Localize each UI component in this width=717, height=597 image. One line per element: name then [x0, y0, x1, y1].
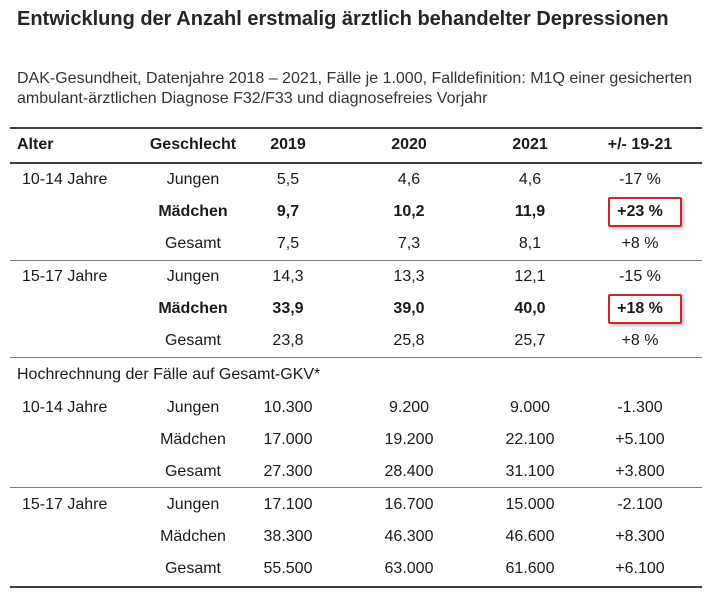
value-2019-cell: 14,3 — [272, 268, 304, 285]
table-row: 15-17 Jahre Jungen 14,3 13,3 12,1 -15 % — [0, 261, 717, 293]
header-2021: 2021 — [512, 136, 548, 153]
table-row: Gesamt 27.300 28.400 31.100 +3.800 — [0, 456, 717, 488]
value-2020-cell: 39,0 — [393, 300, 425, 317]
value-2019-cell: 33,9 — [272, 300, 304, 317]
value-2019-cell: 55.500 — [263, 560, 313, 577]
table-row: Gesamt 7,5 7,3 8,1 +8 % — [0, 228, 717, 260]
header-2020: 2020 — [391, 136, 427, 153]
value-2021-cell: 11,9 — [514, 203, 546, 220]
sex-cell: Gesamt — [164, 332, 221, 349]
value-2020-cell: 63.000 — [384, 560, 434, 577]
header-bottom-rule — [10, 162, 702, 164]
value-2020-cell: 7,3 — [397, 235, 421, 252]
header-top-rule — [10, 127, 702, 129]
sex-cell: Mädchen — [160, 431, 226, 448]
sex-cell: Mädchen — [160, 528, 226, 545]
header-age: Alter — [17, 136, 54, 153]
sex-cell: Mädchen — [158, 300, 228, 317]
value-2021-cell: 46.600 — [505, 528, 555, 545]
table-header: Alter Geschlecht 2019 2020 2021 +/- 19-2… — [0, 126, 717, 164]
page-subtitle: DAK-Gesundheit, Datenjahre 2018 – 2021, … — [17, 70, 693, 107]
value-2021-cell: 61.600 — [505, 560, 555, 577]
sex-cell: Mädchen — [158, 203, 228, 220]
value-2021-cell: 9.000 — [509, 399, 551, 416]
value-2019-cell: 10.300 — [263, 399, 313, 416]
value-2021-cell: 25,7 — [514, 332, 546, 349]
value-2020-cell: 46.300 — [384, 528, 434, 545]
header-2019: 2019 — [270, 136, 306, 153]
change-cell: -1.300 — [617, 399, 663, 416]
value-2020-cell: 9.200 — [388, 399, 430, 416]
age-group-label: 15-17 Jahre — [22, 496, 108, 513]
page-title: Entwicklung der Anzahl erstmalig ärztlic… — [17, 8, 669, 30]
value-2020-cell: 16.700 — [384, 496, 434, 513]
change-cell: +6.100 — [615, 560, 665, 577]
sex-cell: Jungen — [166, 399, 220, 416]
table-row: Gesamt 23,8 25,8 25,7 +8 % — [0, 325, 717, 357]
change-cell: +18 % — [617, 300, 663, 317]
sex-cell: Gesamt — [164, 235, 221, 252]
sex-cell: Jungen — [166, 171, 220, 188]
value-2021-cell: 15.000 — [505, 496, 555, 513]
value-2019-cell: 9,7 — [276, 203, 300, 220]
table-row: 10-14 Jahre Jungen 5,5 4,6 4,6 -17 % — [0, 164, 717, 196]
value-2019-cell: 38.300 — [263, 528, 313, 545]
value-2020-cell: 19.200 — [384, 431, 434, 448]
value-2020-cell: 25,8 — [393, 332, 425, 349]
sex-cell: Gesamt — [164, 560, 221, 577]
group-divider — [10, 357, 702, 358]
group-divider — [10, 260, 702, 261]
value-2020-cell: 10,2 — [393, 203, 425, 220]
table-row: Mädchen 9,7 10,2 11,9 +23 % — [0, 196, 717, 228]
sex-cell: Jungen — [166, 496, 220, 513]
change-cell: +8.300 — [615, 528, 665, 545]
value-2021-cell: 31.100 — [505, 463, 555, 480]
value-2019-cell: 27.300 — [263, 463, 313, 480]
change-cell: +23 % — [617, 203, 663, 220]
table-row: Mädchen 33,9 39,0 40,0 +18 % — [0, 293, 717, 325]
age-group-label: 10-14 Jahre — [22, 399, 108, 416]
highlight-box — [608, 197, 682, 227]
sex-cell: Gesamt — [164, 463, 221, 480]
value-2019-cell: 17.000 — [263, 431, 313, 448]
age-group-label: 10-14 Jahre — [22, 171, 108, 188]
table-bottom-rule — [10, 586, 702, 588]
table-row: Mädchen 17.000 19.200 22.100 +5.100 — [0, 424, 717, 456]
sex-cell: Jungen — [166, 268, 220, 285]
value-2019-cell: 5,5 — [276, 171, 300, 188]
value-2021-cell: 40,0 — [514, 300, 546, 317]
projection-label: Hochrechnung der Fälle auf Gesamt-GKV* — [17, 366, 321, 383]
change-cell: -15 % — [619, 268, 661, 285]
value-2021-cell: 22.100 — [505, 431, 555, 448]
value-2021-cell: 4,6 — [518, 171, 542, 188]
value-2021-cell: 12,1 — [514, 268, 546, 285]
value-2020-cell: 13,3 — [393, 268, 425, 285]
change-cell: +3.800 — [615, 463, 665, 480]
change-cell: -2.100 — [617, 496, 663, 513]
value-2019-cell: 17.100 — [263, 496, 313, 513]
header-change: +/- 19-21 — [607, 136, 673, 153]
age-group-label: 15-17 Jahre — [22, 268, 108, 285]
header-sex: Geschlecht — [149, 136, 237, 153]
value-2019-cell: 7,5 — [276, 235, 300, 252]
value-2020-cell: 4,6 — [397, 171, 421, 188]
value-2021-cell: 8,1 — [518, 235, 542, 252]
value-2020-cell: 28.400 — [384, 463, 434, 480]
table-row: 15-17 Jahre Jungen 17.100 16.700 15.000 -2.10… — [0, 489, 717, 521]
group-divider — [10, 487, 702, 488]
value-2019-cell: 23,8 — [272, 332, 304, 349]
table-row: Gesamt 55.500 63.000 61.600 +6.100 — [0, 553, 717, 585]
change-cell: -17 % — [619, 171, 661, 188]
table-row: 10-14 Jahre Jungen 10.300 9.200 9.000 -1.300 — [0, 392, 717, 424]
change-cell: +8 % — [621, 235, 659, 252]
change-cell: +5.100 — [615, 431, 665, 448]
highlight-box — [608, 294, 682, 324]
table-row: Mädchen 38.300 46.300 46.600 +8.300 — [0, 521, 717, 553]
change-cell: +8 % — [621, 332, 659, 349]
